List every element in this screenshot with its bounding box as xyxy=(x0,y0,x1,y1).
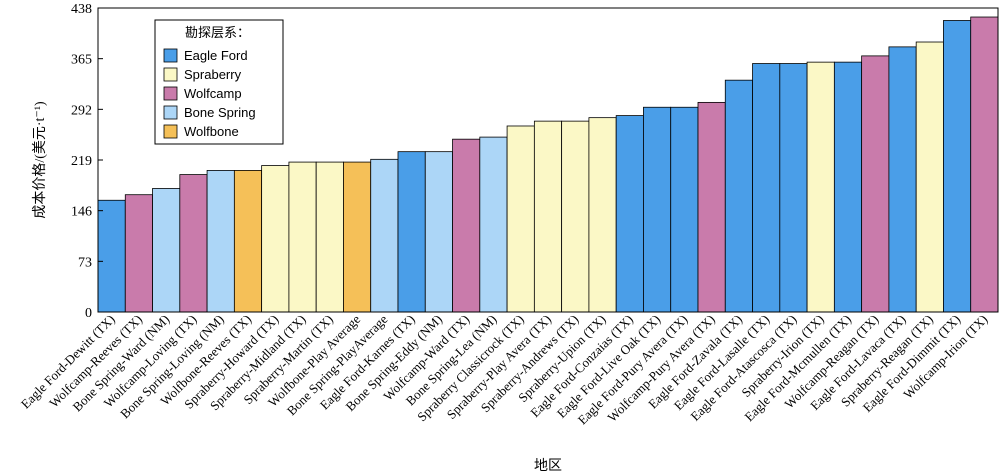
bar xyxy=(261,165,290,313)
y-tick-label: 365 xyxy=(71,53,92,68)
legend-label: Bone Spring xyxy=(184,105,256,120)
legend-swatch xyxy=(163,124,178,139)
bar xyxy=(833,61,863,313)
y-tick-label: 146 xyxy=(71,205,92,220)
legend-label: Spraberry xyxy=(184,67,242,82)
y-tick-label: 438 xyxy=(71,2,92,17)
bar xyxy=(561,120,590,313)
bar xyxy=(915,41,944,313)
legend-swatch xyxy=(163,48,178,63)
bar xyxy=(479,136,508,313)
legend-label: Wolfbone xyxy=(184,124,239,139)
bar xyxy=(206,170,235,313)
bar xyxy=(315,161,344,313)
bar xyxy=(233,170,263,313)
bar xyxy=(806,61,835,313)
bar xyxy=(370,158,399,313)
y-tick-label: 292 xyxy=(71,103,92,118)
bar xyxy=(424,151,453,313)
bar xyxy=(970,16,999,313)
bar xyxy=(588,117,617,313)
bar xyxy=(179,174,208,313)
legend-swatch xyxy=(163,67,178,82)
plot-frame xyxy=(97,7,999,313)
bar xyxy=(533,120,563,313)
bar xyxy=(152,188,181,313)
y-tick-label: 219 xyxy=(71,154,92,169)
bar xyxy=(288,161,317,313)
bar xyxy=(452,138,481,313)
legend-items: Eagle Ford Spraberry Wolfcamp Bone Spring Wo… xyxy=(163,48,256,139)
bars-group xyxy=(97,16,999,313)
legend-label: Eagle Ford xyxy=(184,48,248,63)
bar xyxy=(943,20,972,313)
bar xyxy=(397,151,426,313)
y-tick-label: 73 xyxy=(78,255,92,270)
legend-label: Wolfcamp xyxy=(184,86,242,101)
y-tick-label: 0 xyxy=(85,306,92,321)
bar xyxy=(97,199,126,313)
bar xyxy=(888,46,917,313)
bar xyxy=(343,161,372,313)
bar xyxy=(124,194,153,313)
legend-swatch xyxy=(163,105,178,120)
bar xyxy=(697,101,726,313)
legend-swatch xyxy=(163,86,178,101)
legend-title: 勘探层系： xyxy=(185,25,250,40)
bar xyxy=(752,63,781,313)
y-axis-ticks: 0 73 146 219 292 365 438 xyxy=(71,2,103,321)
legend: 勘探层系： Eagle Ford Spraberry Wolfcamp Bone Sp… xyxy=(154,19,284,145)
bar xyxy=(643,106,672,313)
x-axis-title: 地区 xyxy=(534,458,562,474)
bar xyxy=(670,106,699,313)
bar xyxy=(779,63,808,313)
bar xyxy=(724,79,753,313)
y-axis-title: 成本价格/(美元·t⁻¹) xyxy=(32,101,48,219)
bar xyxy=(861,55,890,313)
x-axis-category-labels: Eagle Ford-Dewitt (TX)Wolfcamp-Reeves (T… xyxy=(18,311,991,427)
bar xyxy=(506,125,535,313)
bar xyxy=(615,115,644,313)
legend-box xyxy=(154,19,284,145)
